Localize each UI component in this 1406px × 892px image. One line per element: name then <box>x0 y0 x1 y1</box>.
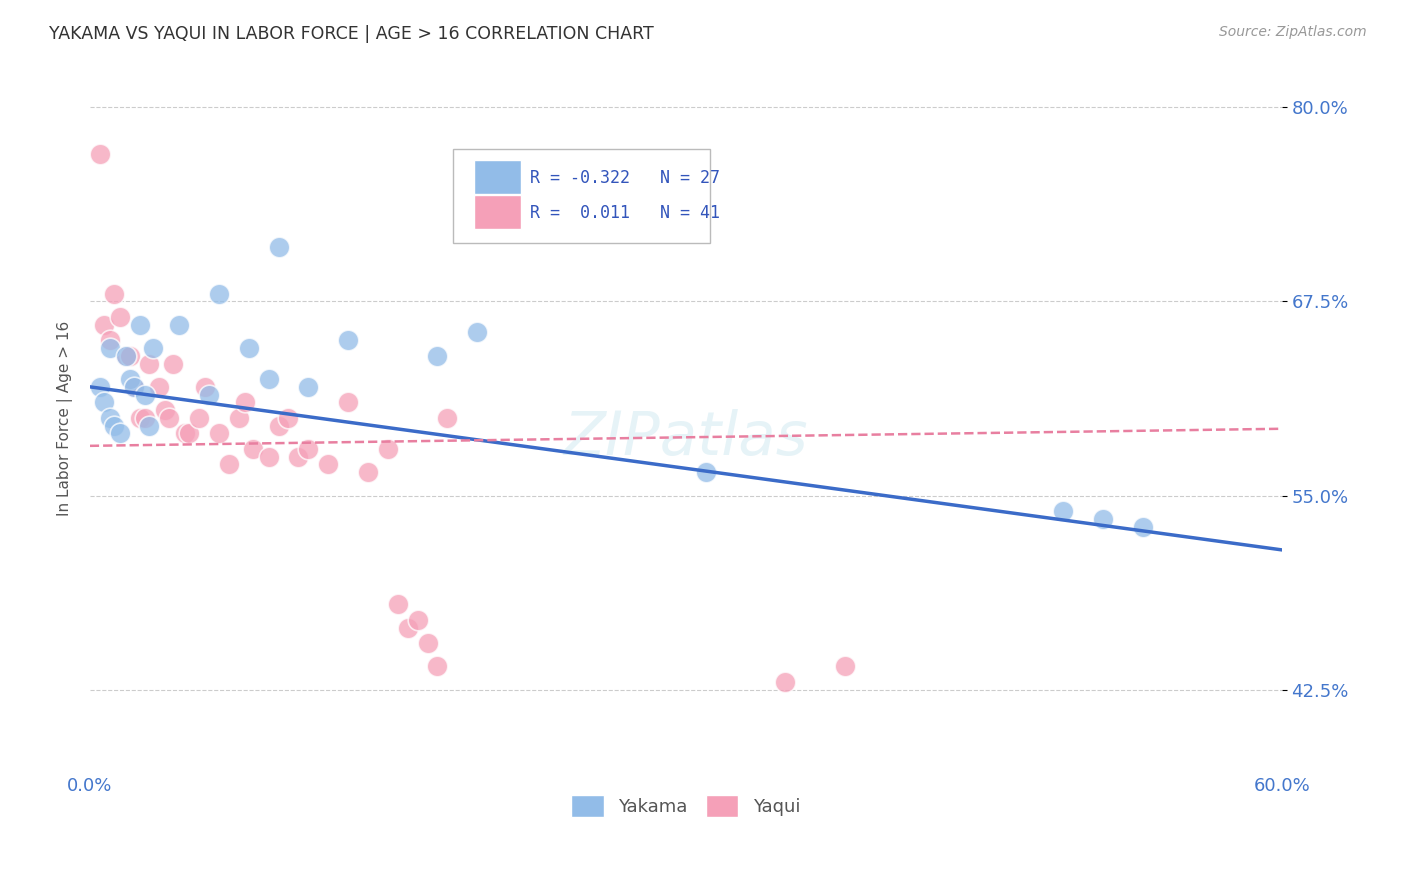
Point <box>396 620 419 634</box>
Point <box>695 465 717 479</box>
Point <box>114 349 136 363</box>
Point <box>426 349 449 363</box>
Point <box>93 395 115 409</box>
Point <box>238 341 260 355</box>
Point <box>114 349 136 363</box>
Point <box>194 380 217 394</box>
Point <box>416 636 439 650</box>
Point <box>128 318 150 332</box>
Point <box>162 357 184 371</box>
Point <box>297 442 319 456</box>
Point <box>128 410 150 425</box>
Point <box>233 395 256 409</box>
Text: R =  0.011   N = 41: R = 0.011 N = 41 <box>530 204 720 222</box>
Point <box>1091 512 1114 526</box>
Point <box>208 426 231 441</box>
Point <box>157 410 180 425</box>
Point <box>93 318 115 332</box>
Point <box>118 372 141 386</box>
Text: YAKAMA VS YAQUI IN LABOR FORCE | AGE > 16 CORRELATION CHART: YAKAMA VS YAQUI IN LABOR FORCE | AGE > 1… <box>49 25 654 43</box>
Point <box>277 410 299 425</box>
Point <box>357 465 380 479</box>
Point <box>337 333 360 347</box>
Point <box>179 426 201 441</box>
Point <box>118 349 141 363</box>
Point <box>426 659 449 673</box>
Point <box>465 326 488 340</box>
Point <box>89 380 111 394</box>
Point <box>138 357 160 371</box>
Point <box>134 387 156 401</box>
Point <box>387 597 409 611</box>
Text: Source: ZipAtlas.com: Source: ZipAtlas.com <box>1219 25 1367 39</box>
Point <box>316 458 339 472</box>
Point <box>134 410 156 425</box>
Point <box>188 410 211 425</box>
Text: R = -0.322   N = 27: R = -0.322 N = 27 <box>530 169 720 187</box>
Point <box>98 333 121 347</box>
Point <box>436 410 458 425</box>
Point <box>1052 504 1074 518</box>
Point <box>103 418 125 433</box>
Point <box>773 674 796 689</box>
Point <box>89 147 111 161</box>
Point <box>242 442 264 456</box>
Point <box>142 341 165 355</box>
Point <box>257 372 280 386</box>
Point <box>228 410 250 425</box>
Point <box>208 286 231 301</box>
Point <box>406 613 429 627</box>
Point <box>155 403 177 417</box>
Point <box>122 380 145 394</box>
Point <box>174 426 197 441</box>
Point <box>257 450 280 464</box>
Point <box>138 418 160 433</box>
Point <box>122 380 145 394</box>
FancyBboxPatch shape <box>474 160 522 194</box>
Point <box>167 318 190 332</box>
Point <box>148 380 170 394</box>
FancyBboxPatch shape <box>453 149 710 244</box>
Y-axis label: In Labor Force | Age > 16: In Labor Force | Age > 16 <box>58 320 73 516</box>
Point <box>108 310 131 324</box>
Point <box>198 387 221 401</box>
Point <box>287 450 309 464</box>
Point <box>98 410 121 425</box>
Point <box>267 418 290 433</box>
Text: ZIPatlas: ZIPatlas <box>564 409 808 468</box>
Point <box>337 395 360 409</box>
Point <box>98 341 121 355</box>
Point <box>834 659 856 673</box>
Legend: Yakama, Yaqui: Yakama, Yaqui <box>564 789 807 824</box>
Point <box>218 458 240 472</box>
Point <box>297 380 319 394</box>
Point <box>108 426 131 441</box>
Point <box>377 442 399 456</box>
FancyBboxPatch shape <box>474 195 522 229</box>
Point <box>103 286 125 301</box>
Point <box>267 240 290 254</box>
Point <box>1132 519 1154 533</box>
